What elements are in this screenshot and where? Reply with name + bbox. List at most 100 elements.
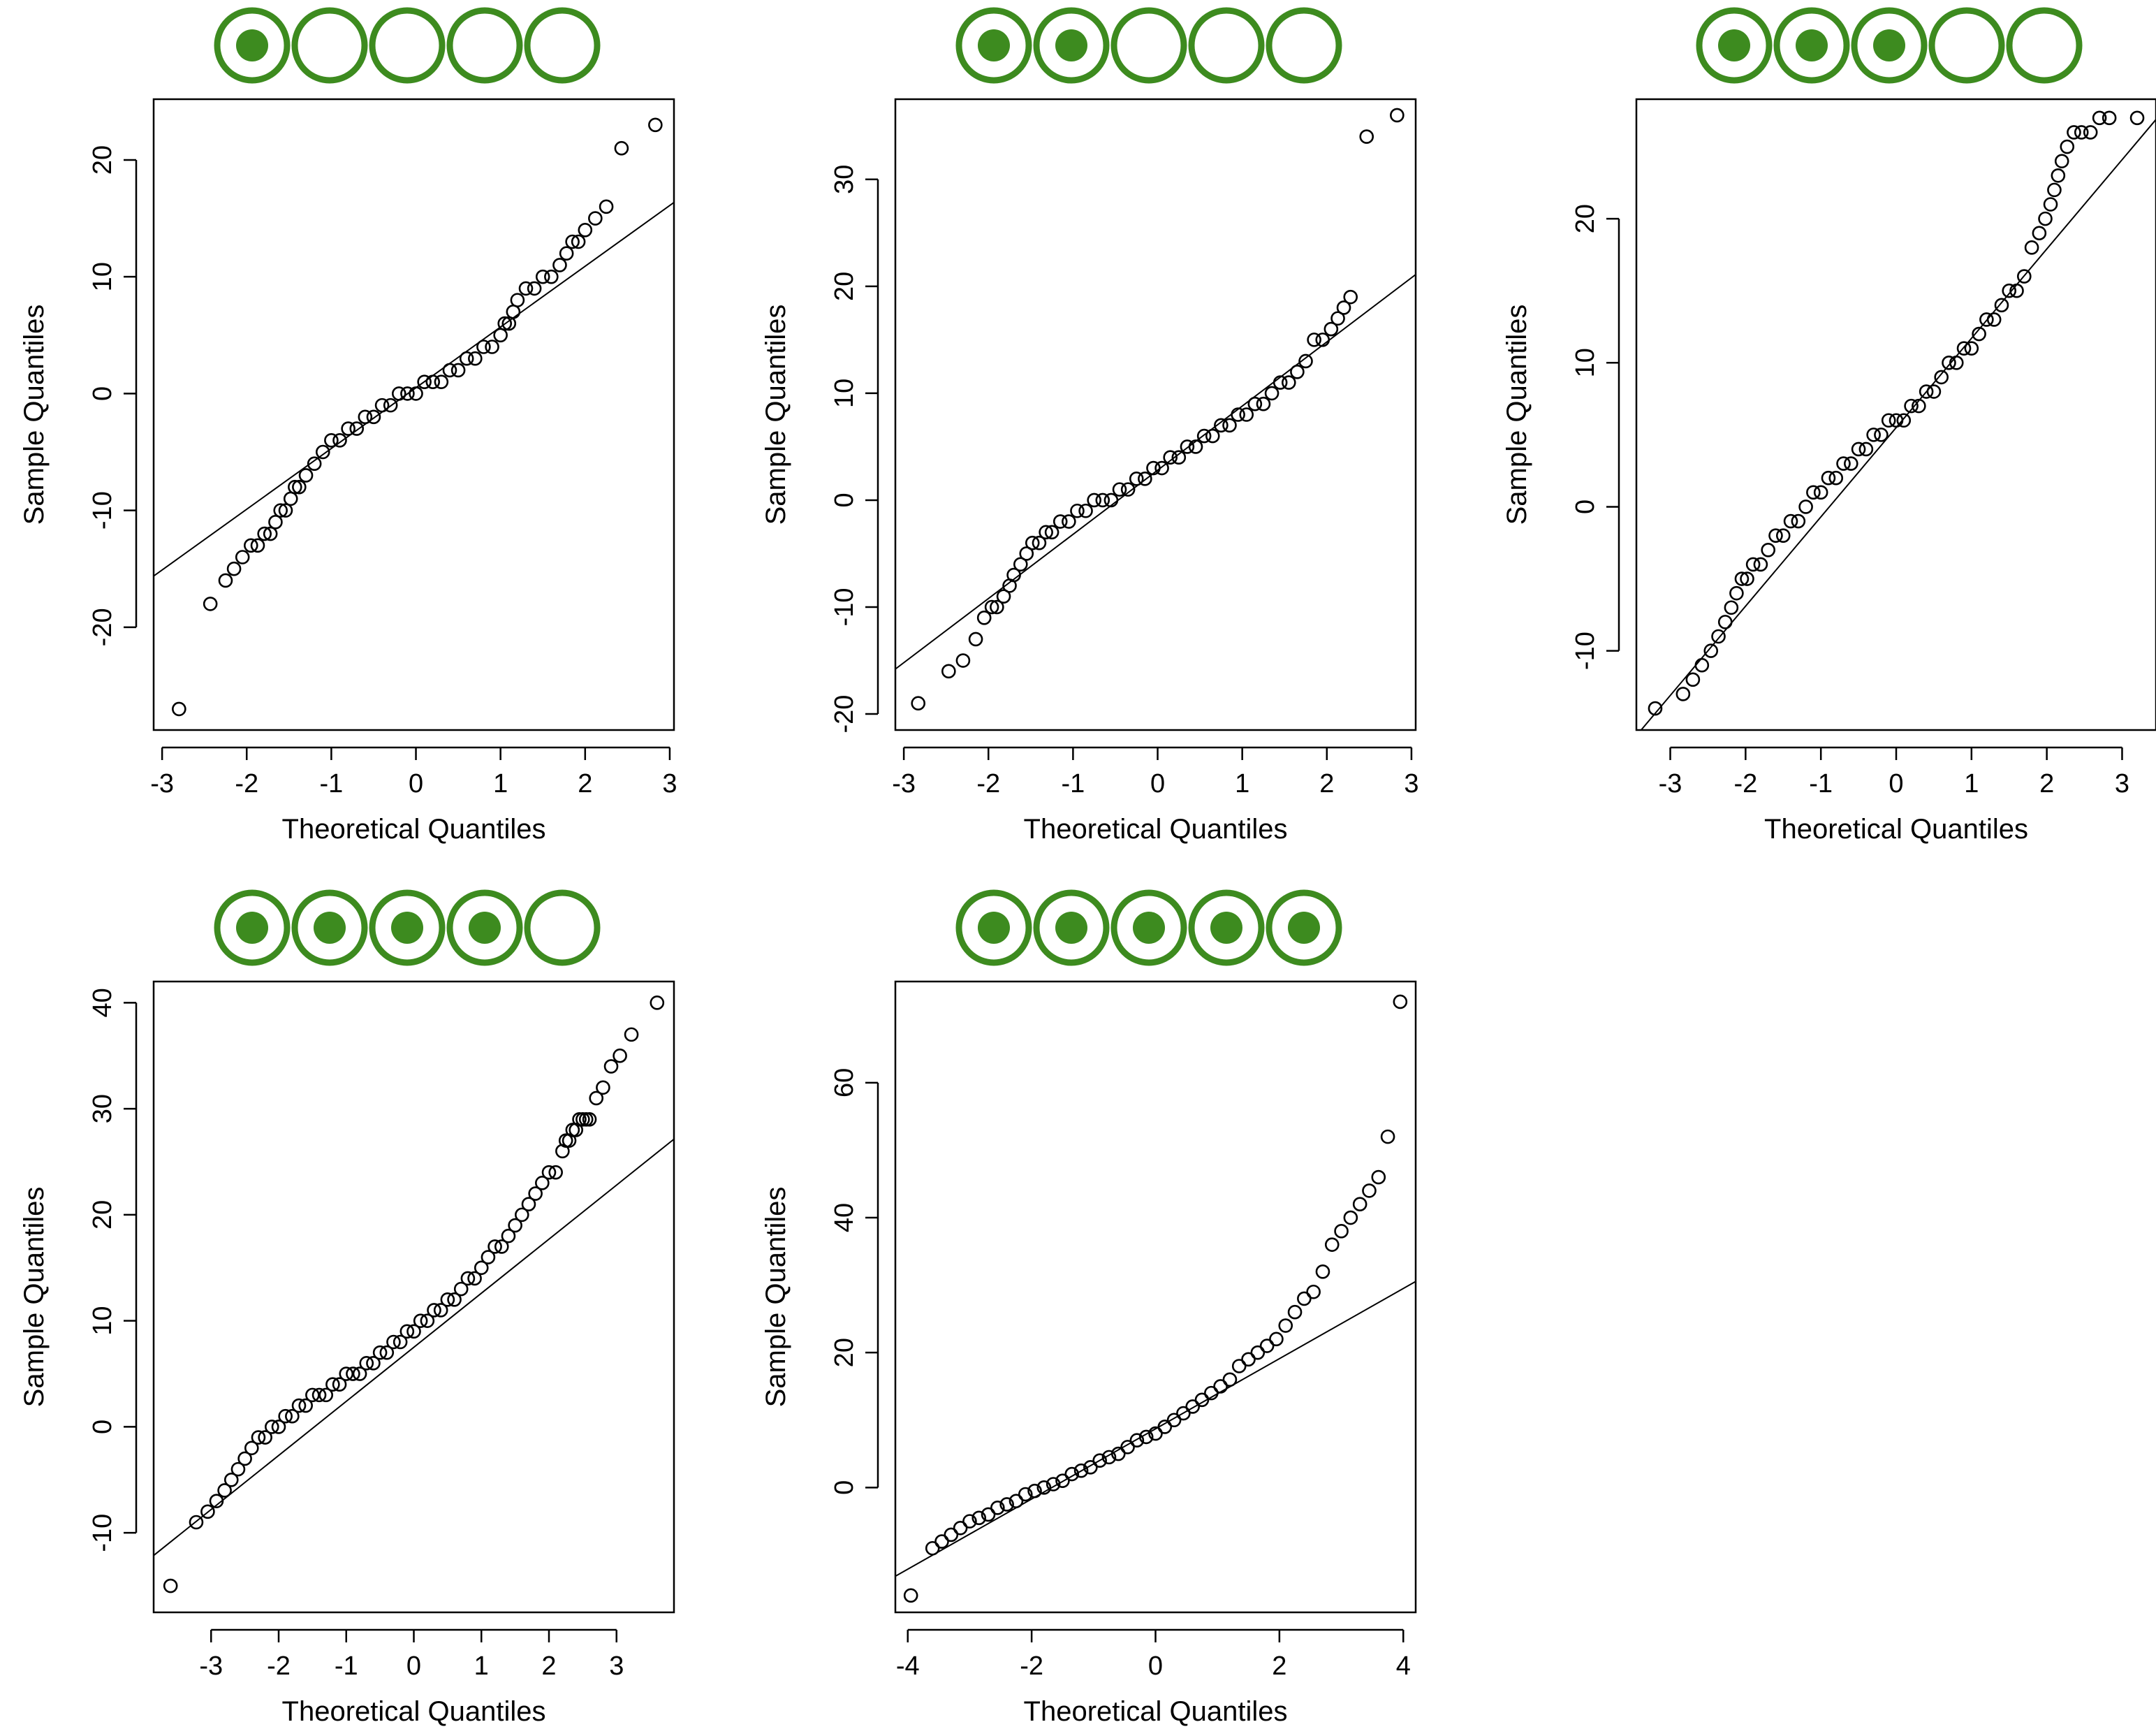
- data-point: [1694, 657, 1710, 673]
- rating-dot-filled: [236, 912, 268, 944]
- plot-frame: [894, 98, 1417, 731]
- data-point: [442, 363, 457, 378]
- data-point: [648, 117, 663, 133]
- y-tick-label: 0: [88, 386, 117, 401]
- series-1: [911, 108, 1405, 711]
- data-point: [2017, 269, 2032, 284]
- rating-dot-filled: [1055, 29, 1087, 61]
- data-point: [235, 550, 250, 564]
- x-tick-label: 3: [2115, 769, 2129, 798]
- rating-indicator: [214, 7, 601, 84]
- x-tick-label: 2: [1272, 1651, 1286, 1681]
- plot-frame: [1635, 98, 2156, 731]
- rating-circle: [524, 7, 601, 84]
- data-point: [318, 1387, 334, 1403]
- data-point: [349, 421, 365, 436]
- data-point: [271, 1420, 286, 1434]
- x-tick-label: 3: [1404, 769, 1418, 798]
- data-point: [1120, 1440, 1135, 1454]
- data-point: [527, 281, 542, 296]
- data-point: [324, 432, 339, 448]
- plot-frame: [152, 98, 675, 731]
- x-tick-label: 3: [662, 769, 677, 798]
- data-point: [1239, 407, 1254, 422]
- data-point: [1775, 528, 1791, 543]
- rating-dot-filled: [1133, 912, 1165, 944]
- rating-dot-filled: [1796, 29, 1828, 61]
- rating-indicator: [955, 7, 1342, 84]
- x-axis-title: Theoretical Quantiles: [1764, 814, 2028, 845]
- data-point: [1717, 615, 1733, 629]
- data-point: [494, 1239, 509, 1254]
- data-point: [265, 1420, 279, 1434]
- data-point: [501, 1228, 516, 1243]
- data-point: [971, 1510, 987, 1526]
- data-point: [292, 479, 307, 495]
- data-point: [346, 1366, 360, 1381]
- data-point: [481, 1250, 496, 1264]
- data-point: [226, 561, 242, 576]
- y-tick-label: 10: [88, 1306, 117, 1336]
- data-point: [1768, 528, 1783, 543]
- data-point: [1006, 567, 1021, 583]
- rating-circle: [291, 7, 368, 84]
- data-point: [409, 386, 423, 401]
- data-point: [200, 1504, 215, 1519]
- data-point: [250, 538, 265, 553]
- data-point: [1703, 643, 1719, 658]
- data-point: [925, 1540, 940, 1556]
- data-point: [1334, 1224, 1349, 1239]
- data-point: [1138, 472, 1152, 486]
- data-point: [474, 1260, 489, 1276]
- data-point: [1250, 1345, 1266, 1360]
- data-point: [1798, 499, 1813, 514]
- x-tick-label: -3: [199, 1651, 223, 1681]
- x-tick-label: 0: [406, 1651, 421, 1681]
- data-point: [1062, 514, 1076, 529]
- data-point: [941, 664, 956, 679]
- data-point: [223, 1472, 239, 1487]
- data-point: [453, 1281, 469, 1297]
- data-point: [996, 589, 1011, 604]
- rating-dot-filled: [1288, 912, 1320, 944]
- data-point: [2092, 110, 2107, 126]
- data-point: [434, 374, 449, 389]
- data-point: [1231, 407, 1245, 422]
- data-point: [1806, 485, 1821, 500]
- data-point: [953, 1520, 968, 1536]
- data-point: [476, 340, 491, 354]
- data-point: [217, 1483, 232, 1498]
- data-point: [2032, 226, 2047, 241]
- data-point: [450, 363, 466, 378]
- data-point: [1039, 525, 1053, 540]
- y-tick-label: -10: [1571, 632, 1600, 670]
- rating-dot-filled: [1873, 29, 1905, 61]
- data-point: [515, 1207, 529, 1223]
- y-tick-label: 40: [88, 988, 117, 1017]
- y-tick-label: 60: [830, 1068, 859, 1097]
- data-point: [571, 234, 586, 249]
- data-point: [459, 351, 474, 366]
- rating-circle: [1110, 7, 1187, 84]
- rating-circle: [1188, 7, 1265, 84]
- data-point: [1188, 439, 1203, 454]
- data-point: [1287, 1304, 1303, 1320]
- data-point: [1204, 1385, 1219, 1401]
- data-point: [1298, 353, 1313, 369]
- y-axis-title: Sample Quantiles: [19, 305, 50, 525]
- x-tick-label: -1: [319, 769, 343, 798]
- data-point: [589, 1091, 604, 1106]
- reference-line: [154, 1138, 674, 1556]
- data-point: [413, 1313, 428, 1328]
- data-point: [1064, 1466, 1080, 1482]
- data-point: [1889, 413, 1904, 428]
- x-tick-label: 0: [1148, 1651, 1163, 1681]
- y-tick-label: -20: [830, 695, 859, 734]
- rating-circle: [446, 7, 523, 84]
- x-tick-label: -1: [1809, 769, 1833, 798]
- data-point: [565, 234, 580, 249]
- rating-indicator: [214, 889, 601, 966]
